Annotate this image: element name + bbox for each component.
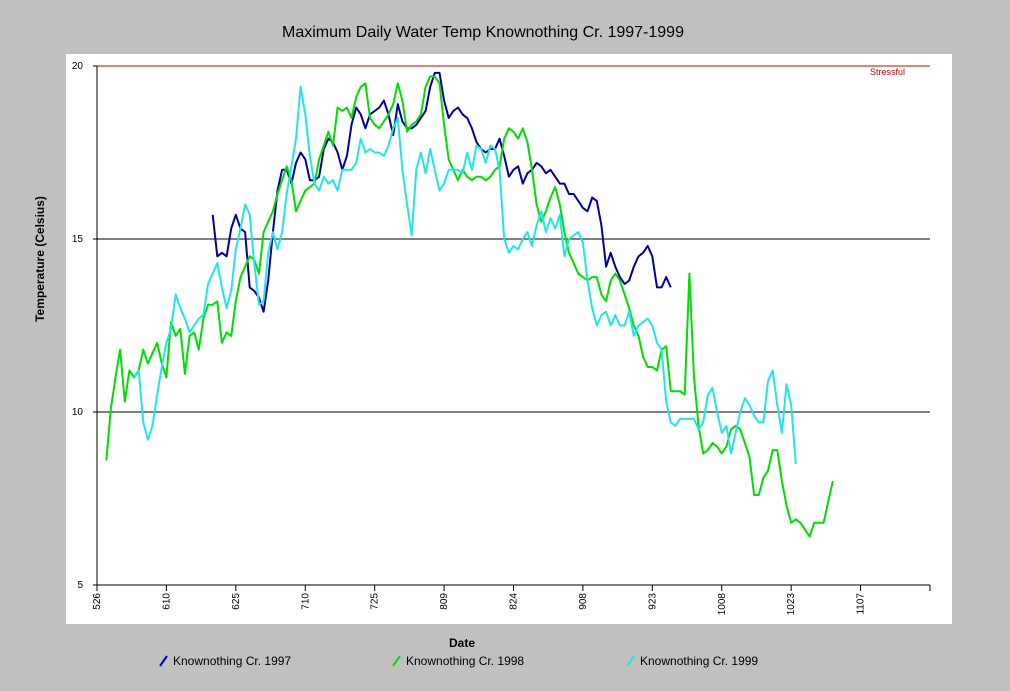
legend-item: Knownothing Cr. 1999 (626, 654, 758, 668)
legend-label: Knownothing Cr. 1997 (173, 654, 291, 668)
legend-label: Knownothing Cr. 1999 (640, 654, 758, 668)
x-tick-label: 809 (439, 593, 450, 610)
legend-item: Knownothing Cr. 1997 (159, 654, 291, 668)
series-layer (105, 71, 834, 538)
x-tick-label: 908 (578, 593, 589, 610)
legend: Knownothing Cr. 1997 Knownothing Cr. 1998… (159, 654, 758, 668)
legend-label: Knownothing Cr. 1998 (406, 654, 524, 668)
x-axis-title: Date (449, 636, 475, 650)
x-tick-label: 1008 (717, 593, 728, 616)
legend-swatch (159, 655, 168, 667)
x-tick-label: 625 (231, 593, 242, 610)
y-tick-label: 5 (77, 580, 83, 591)
series-line-2 (105, 75, 834, 538)
x-tick-label: 1107 (856, 593, 867, 615)
chart-panel (66, 54, 952, 624)
x-tick-label: 824 (509, 593, 520, 610)
x-tick-label: 1023 (786, 593, 797, 616)
y-axis-title: Temperature (Celsius) (33, 196, 47, 322)
series-line-3 (133, 85, 797, 464)
x-tick-label: 610 (161, 593, 172, 610)
stressful-label: Stressful (870, 67, 905, 77)
legend-item: Knownothing Cr. 1998 (392, 654, 524, 668)
legend-swatch (626, 655, 635, 667)
chart-title: Maximum Daily Water Temp Knownothing Cr.… (282, 24, 684, 41)
x-tick-label: 526 (92, 593, 103, 610)
legend-swatch (392, 655, 401, 667)
y-tick-label: 20 (72, 61, 84, 72)
x-tick-label: 710 (300, 593, 311, 610)
y-tick-label: 15 (72, 234, 84, 245)
y-tick-label: 10 (72, 407, 84, 418)
axes: 5 10 15 20 526 610 625 710 725 809 824 908 923 1008 10… (72, 61, 931, 616)
x-tick-label: 725 (370, 593, 381, 610)
x-tick-label: 923 (647, 593, 658, 610)
